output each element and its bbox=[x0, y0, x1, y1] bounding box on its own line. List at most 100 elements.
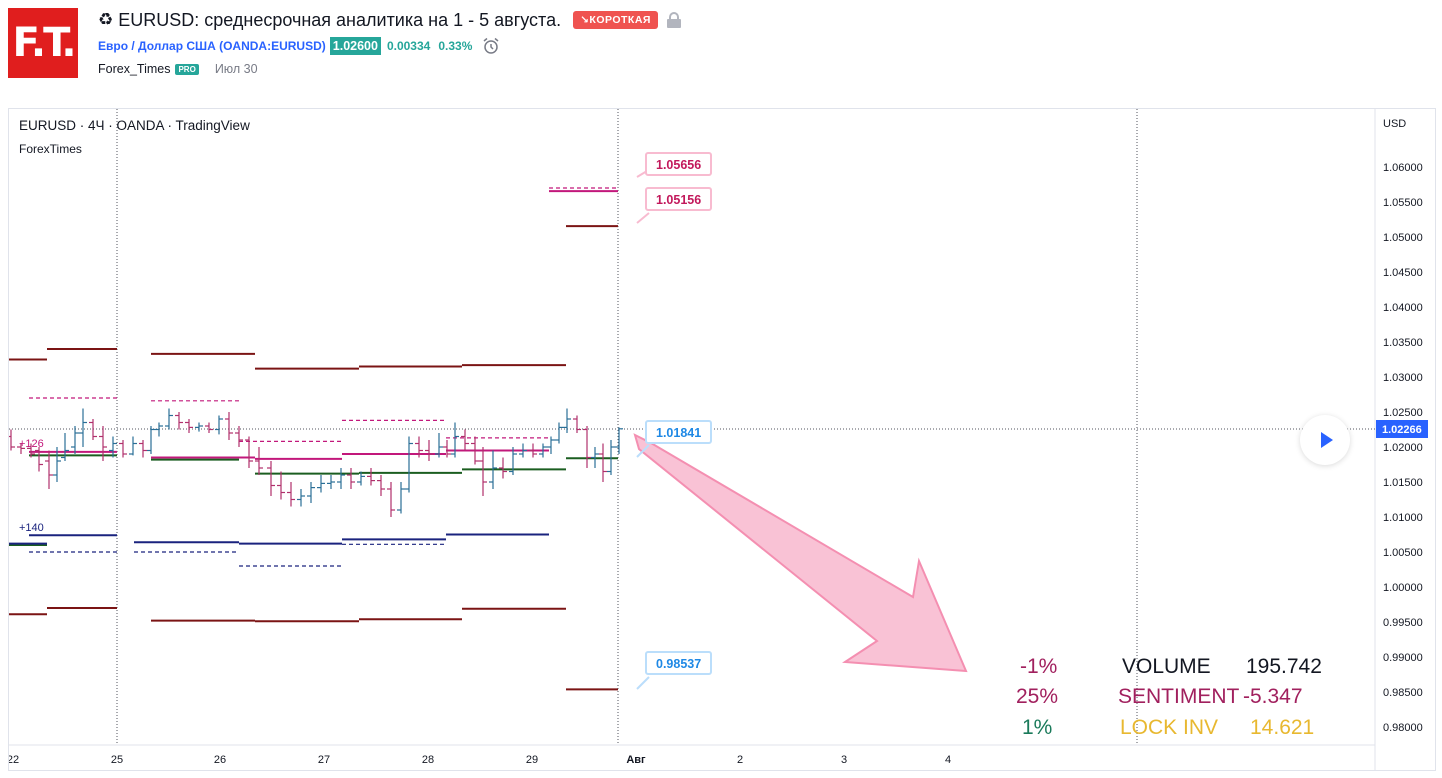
price-bar bbox=[245, 436, 253, 468]
price-bar bbox=[155, 422, 163, 437]
symbol-row: Евро / Доллар США (OANDA:EURUSD) 1.02600… bbox=[98, 36, 500, 56]
y-tick-label: 1.00000 bbox=[1383, 582, 1423, 594]
price-callout[interactable]: 1.01841 bbox=[645, 420, 713, 444]
chart-author-label: ForexTimes bbox=[19, 142, 82, 156]
price-bar bbox=[337, 468, 345, 489]
play-icon bbox=[1320, 432, 1333, 448]
x-tick-label: 28 bbox=[422, 754, 434, 766]
offset-label: +126 bbox=[19, 438, 44, 450]
price-bar bbox=[255, 447, 263, 475]
price-bar bbox=[99, 426, 107, 461]
price-bar bbox=[397, 482, 405, 514]
offset-label: +140 bbox=[19, 522, 44, 534]
price-bar bbox=[461, 429, 469, 451]
price-bar bbox=[547, 436, 555, 454]
y-tick-label: 1.02500 bbox=[1383, 407, 1423, 419]
price-bar bbox=[307, 482, 315, 503]
price-callout[interactable]: 1.05156 bbox=[645, 187, 713, 211]
y-tick-label: 1.00500 bbox=[1383, 547, 1423, 559]
currency-label: USD bbox=[1383, 118, 1406, 130]
price-bar bbox=[165, 408, 173, 430]
price-bar bbox=[415, 436, 423, 458]
price-bar bbox=[195, 422, 203, 432]
x-tick-label: 29 bbox=[526, 754, 538, 766]
y-tick-label: 1.05000 bbox=[1383, 232, 1423, 244]
price-bar bbox=[347, 468, 355, 489]
y-tick-label: 1.01500 bbox=[1383, 477, 1423, 489]
price-change-percent: 0.33% bbox=[438, 39, 473, 53]
price-bar bbox=[367, 468, 375, 486]
stat-label: SENTIMENT bbox=[1118, 685, 1240, 708]
price-bar bbox=[175, 412, 183, 430]
price-bar bbox=[17, 443, 25, 454]
y-tick-label: 1.03500 bbox=[1383, 337, 1423, 349]
idea-title: EURUSD: среднесрочная аналитика на 1 - 5… bbox=[118, 9, 562, 30]
symbol-name-link[interactable]: Евро / Доллар США bbox=[98, 39, 216, 53]
symbol-code-link[interactable]: (OANDA:EURUSD) bbox=[219, 39, 326, 53]
chart-legend: EURUSD · 4Ч · OANDA · TradingView bbox=[19, 118, 250, 133]
x-tick-label: 22 bbox=[9, 754, 19, 766]
price-bar bbox=[297, 489, 305, 507]
price-bar bbox=[479, 447, 487, 496]
last-price: 1.02600 bbox=[329, 37, 381, 55]
price-bar bbox=[109, 436, 117, 458]
price-bar bbox=[377, 475, 385, 496]
price-callout[interactable]: 0.98537 bbox=[645, 651, 713, 675]
price-bar bbox=[215, 415, 223, 435]
alarm-clock-icon[interactable] bbox=[482, 37, 500, 55]
author-row: Forex_Times PRO Июл 30 bbox=[98, 60, 258, 78]
price-bar bbox=[563, 408, 571, 433]
stat-label: LOCK INV bbox=[1120, 716, 1219, 739]
price-bar bbox=[607, 440, 615, 475]
chart-area[interactable]: +126 +140 1.06000 1.05500 1.05000 1.04500 1.… bbox=[8, 108, 1436, 771]
y-tick-label: 0.98500 bbox=[1383, 687, 1423, 699]
price-bar bbox=[599, 443, 607, 482]
stat-pct: -1% bbox=[1020, 655, 1058, 678]
price-bar bbox=[317, 475, 325, 493]
x-tick-label: 25 bbox=[111, 754, 123, 766]
price-bar bbox=[35, 447, 43, 472]
price-bar bbox=[425, 440, 433, 461]
author-name[interactable]: Forex_Times bbox=[98, 62, 171, 76]
y-tick-label: 1.04000 bbox=[1383, 302, 1423, 314]
x-tick-label: Авг bbox=[626, 754, 646, 766]
x-tick-label: 4 bbox=[945, 754, 951, 766]
price-bar bbox=[591, 447, 599, 468]
price-bar bbox=[519, 443, 527, 458]
price-bar bbox=[357, 471, 365, 486]
price-bar bbox=[119, 440, 127, 458]
price-callout[interactable]: 1.05656 bbox=[645, 152, 713, 176]
author-logo[interactable]: F.T. bbox=[8, 8, 78, 78]
x-tick-label: 27 bbox=[318, 754, 330, 766]
price-bar bbox=[489, 450, 497, 489]
price-bar bbox=[287, 482, 295, 507]
price-bar bbox=[61, 433, 69, 461]
price-bar bbox=[435, 433, 443, 458]
price-bar bbox=[53, 447, 61, 482]
current-price-value: 1.02266 bbox=[1382, 424, 1422, 436]
price-bar bbox=[499, 457, 507, 479]
stat-label: VOLUME bbox=[1122, 655, 1211, 678]
price-bar bbox=[79, 408, 87, 447]
price-bar bbox=[387, 482, 395, 517]
recycle-icon: ♻ bbox=[98, 10, 114, 29]
y-tick-label: 1.02000 bbox=[1383, 442, 1423, 454]
price-bar bbox=[205, 422, 213, 433]
chart-canvas[interactable]: +126 +140 1.06000 1.05500 1.05000 1.04500 1.… bbox=[9, 109, 1436, 771]
publish-date: Июл 30 bbox=[214, 62, 258, 76]
current-price-tag bbox=[1376, 420, 1428, 438]
price-bar bbox=[509, 447, 517, 475]
y-tick-label: 1.01000 bbox=[1383, 512, 1423, 524]
x-tick-label: 2 bbox=[737, 754, 743, 766]
y-tick-label: 1.05500 bbox=[1383, 197, 1423, 209]
x-tick-label: 3 bbox=[841, 754, 847, 766]
price-bar bbox=[89, 419, 97, 440]
price-bar bbox=[27, 443, 35, 458]
price-bar bbox=[147, 426, 155, 454]
price-change: 0.00334 bbox=[386, 39, 431, 53]
price-bar bbox=[443, 440, 451, 458]
y-tick-label: 1.06000 bbox=[1383, 162, 1423, 174]
price-bar bbox=[405, 436, 413, 493]
price-bar bbox=[555, 422, 563, 444]
play-replay-button[interactable] bbox=[1300, 415, 1350, 465]
